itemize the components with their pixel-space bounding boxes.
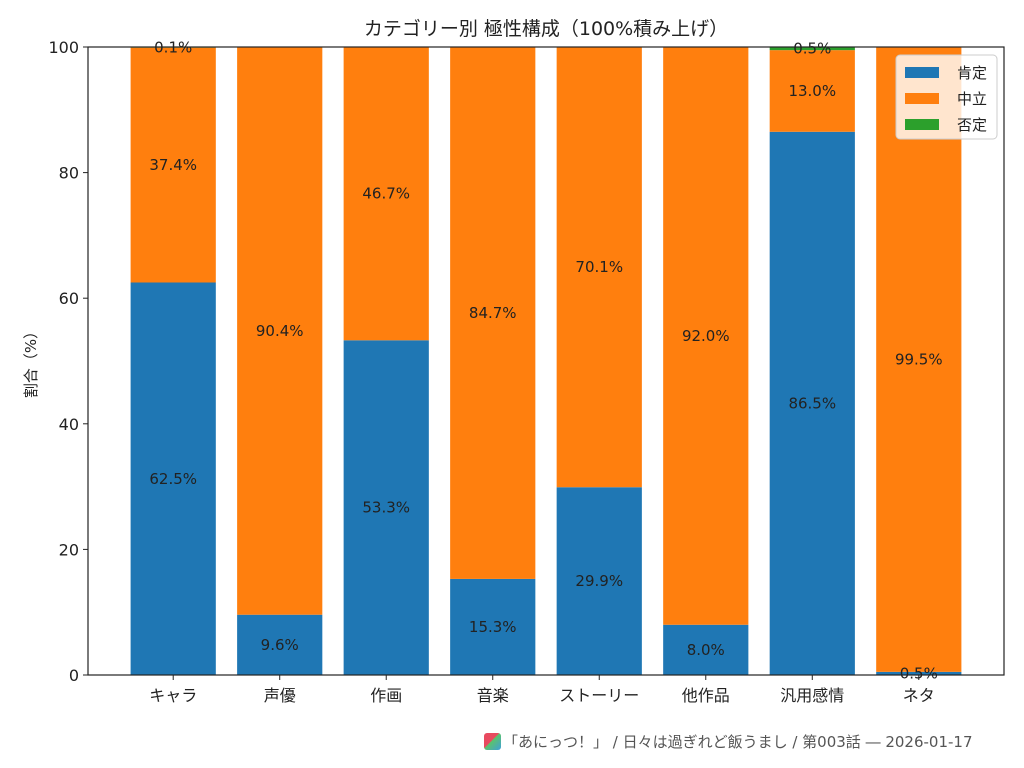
legend-swatch-肯定 (905, 67, 939, 78)
bar-segment-肯定-声優 (237, 614, 323, 675)
footer-caption: 「あにっつ！」 / 日々は過ぎれど飯うまし / 第003話 ― 2026-01-… (484, 730, 973, 752)
data-label: 46.7% (362, 185, 410, 203)
legend-label: 肯定 (957, 64, 987, 82)
bar-segment-中立-音楽 (450, 47, 536, 579)
bar-segment-肯定-音楽 (450, 578, 536, 675)
data-label: 37.4% (149, 156, 197, 174)
data-label: 15.3% (469, 618, 517, 636)
legend-label: 中立 (957, 90, 987, 108)
data-label: 99.5% (895, 350, 943, 368)
bar-segment-肯定-キャラ (130, 282, 216, 675)
bar-segment-中立-キャラ (130, 47, 216, 283)
x-tick-label: ストーリー (559, 686, 639, 705)
bar-segment-肯定-ストーリー (556, 487, 642, 675)
y-axis: 0 20 40 60 80 100 (48, 38, 88, 685)
bar-segment-中立-作画 (343, 47, 429, 341)
x-tick-label: 他作品 (682, 686, 730, 705)
x-tick-label: 音楽 (477, 686, 509, 705)
y-tick-label: 40 (59, 415, 79, 434)
x-tick-label: キャラ (149, 686, 197, 705)
bar-segment-中立-他作品 (663, 47, 749, 625)
data-label: 0.5% (793, 40, 831, 58)
app-logo-icon (484, 732, 501, 750)
legend-swatch-否定 (905, 119, 939, 130)
data-label: 62.5% (149, 470, 197, 488)
plot-area: 62.5%37.4%0.1%9.6%90.4%53.3%46.7%15.3%84… (87, 38, 1005, 682)
bar-segment-肯定-他作品 (663, 624, 749, 675)
data-label: 70.1% (575, 258, 623, 276)
bar-segment-中立-ストーリー (556, 47, 642, 488)
data-label: 29.9% (575, 572, 623, 590)
y-tick-label: 80 (59, 164, 79, 183)
footer-text: 「あにっつ！」 / 日々は過ぎれど飯うまし / 第003話 ― 2026-01-… (503, 732, 973, 751)
bar-segment-中立-ネタ (876, 47, 962, 672)
y-tick-label: 60 (59, 289, 79, 308)
bar-segment-否定-汎用感情 (769, 47, 855, 51)
data-label: 0.5% (900, 664, 938, 682)
x-tick-label: 作画 (370, 686, 402, 705)
data-label: 53.3% (362, 499, 410, 517)
y-axis-label: 割合（%） (22, 324, 40, 398)
data-label: 92.0% (682, 327, 730, 345)
y-tick-label: 100 (48, 38, 79, 57)
data-label: 90.4% (256, 322, 304, 340)
chart-title: カテゴリー別 極性構成（100%積み上げ） (364, 18, 728, 40)
x-tick-label: 声優 (264, 686, 296, 705)
x-axis: キャラ 声優 作画 音楽 ストーリー 他作品 汎用感情 ネタ (149, 675, 935, 705)
legend-label: 否定 (957, 116, 987, 134)
plot-frame (87, 46, 1005, 676)
data-label: 84.7% (469, 304, 517, 322)
bar-segment-中立-汎用感情 (769, 50, 855, 132)
bar-segment-肯定-ネタ (876, 671, 962, 675)
y-tick-label: 20 (59, 540, 79, 559)
bar-segment-肯定-作画 (343, 340, 429, 675)
legend-swatch-中立 (905, 93, 939, 104)
data-label: 9.6% (261, 636, 299, 654)
x-tick-label: ネタ (903, 686, 935, 705)
data-label: 86.5% (788, 394, 836, 412)
x-tick-label: 汎用感情 (780, 686, 844, 705)
data-label: 13.0% (788, 82, 836, 100)
bar-segment-中立-声優 (237, 47, 323, 615)
data-label: 8.0% (687, 641, 725, 659)
bar-segment-肯定-汎用感情 (769, 131, 855, 675)
y-tick-label: 0 (69, 666, 79, 685)
